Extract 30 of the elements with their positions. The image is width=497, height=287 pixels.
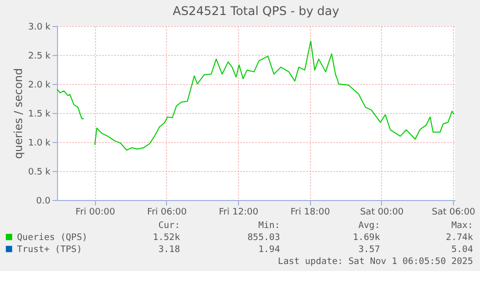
text: 1.69k [352, 233, 381, 243]
text: 3.18 [158, 245, 180, 255]
x-tick-label: Sat 00:00 [360, 208, 404, 218]
legend-label: Trust+ (TPS) [17, 245, 82, 255]
legend-label: Queries (QPS) [17, 233, 88, 243]
x-tick-label: Sat 06:00 [432, 208, 476, 218]
chart-title: AS24521 Total QPS - by day [172, 4, 340, 18]
text: 5.04 [451, 245, 473, 255]
text: 1.52k [152, 233, 181, 243]
y-tick-label: 1.0 k [28, 138, 52, 148]
y-tick-label: 3.0 k [28, 22, 52, 32]
y-tick-label: 2.5 k [28, 52, 52, 62]
text: 855.03 [247, 233, 280, 243]
text: Avg: [358, 221, 380, 231]
y-axis-title: queries / second [12, 68, 26, 159]
x-tick-label: Fri 18:00 [290, 208, 330, 218]
x-tick-label: Fri 06:00 [147, 208, 187, 218]
x-tick-label: Fri 12:00 [218, 208, 259, 218]
y-tick-label: 1.5 k [28, 110, 52, 120]
text: Last update: Sat Nov 1 06:05:50 2025 [278, 257, 473, 267]
y-tick-label: 2.0 k [28, 80, 52, 90]
text: Min: [258, 221, 280, 231]
text: Max: [451, 221, 473, 231]
text: 2.74k [446, 233, 474, 243]
text: 3.57 [358, 245, 380, 255]
text: 1.94 [258, 245, 280, 255]
y-tick-label: 0.0 [36, 196, 51, 206]
y-tick-label: 0.5 k [28, 168, 52, 178]
x-tick-label: Fri 00:00 [76, 208, 116, 218]
text: Cur: [158, 221, 180, 231]
